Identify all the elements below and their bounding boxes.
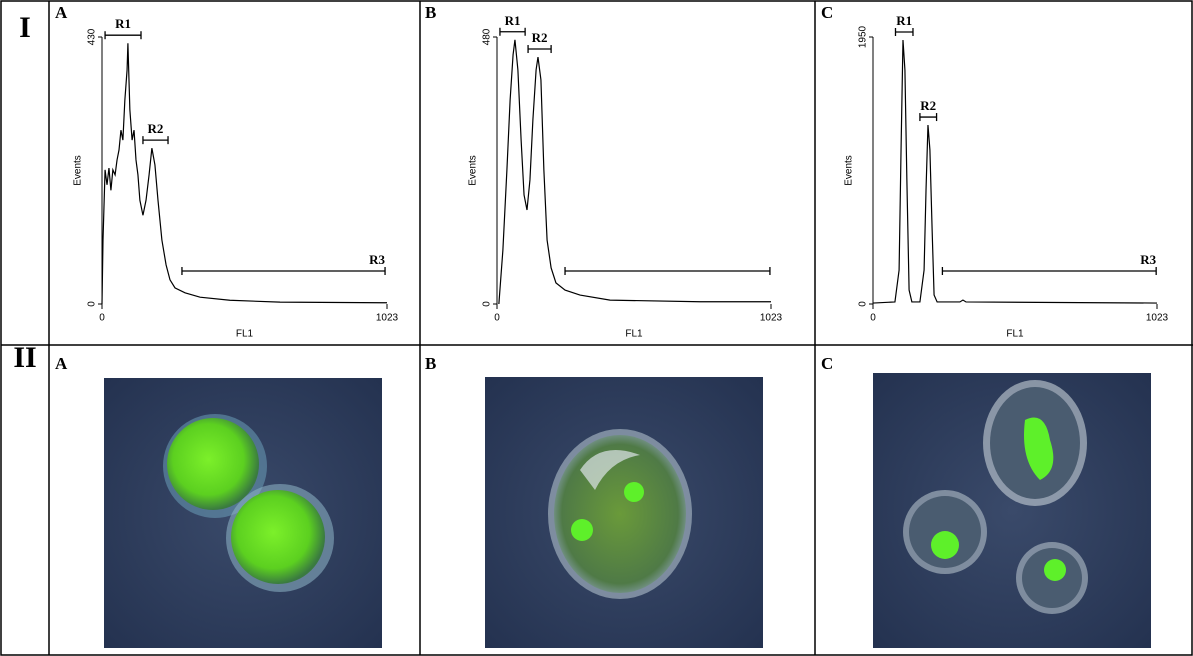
- gate: [104, 31, 142, 40]
- x-tick-label: 1023: [376, 313, 399, 324]
- y-tick-label: 480: [482, 28, 493, 45]
- y-tick-label: 0: [482, 301, 493, 307]
- y-tick-label: 1950: [858, 25, 869, 48]
- x-tick-label: 1023: [760, 313, 783, 324]
- gate-label: R2: [920, 98, 936, 113]
- micrograph: [485, 377, 763, 648]
- panel-label: B: [425, 354, 436, 373]
- x-axis-label: FL1: [236, 329, 254, 340]
- gate: [919, 113, 938, 122]
- y-tick-label: 0: [87, 301, 98, 307]
- gate: [564, 267, 771, 275]
- gate: [527, 45, 552, 54]
- y-tick-label: 430: [87, 28, 98, 45]
- gate: [894, 28, 914, 37]
- y-tick-label: 0: [858, 301, 869, 307]
- row-label: II: [13, 341, 36, 374]
- gate-label: R1: [115, 16, 131, 31]
- x-tick-label: 0: [870, 313, 876, 324]
- panel-label: C: [821, 354, 833, 373]
- x-tick-label: 0: [99, 313, 105, 324]
- x-axis-label: FL1: [1006, 329, 1024, 340]
- gate: [941, 267, 1157, 275]
- micrograph: [104, 378, 382, 648]
- panel-label: A: [55, 354, 68, 373]
- gate: [142, 136, 169, 145]
- gate-label: R3: [1140, 252, 1156, 267]
- y-axis-label: Events: [73, 155, 84, 186]
- x-tick-label: 0: [494, 313, 500, 324]
- histogram-line: [872, 39, 1158, 304]
- panel-label: A: [55, 3, 68, 22]
- micrograph: [873, 373, 1151, 648]
- panel-label: C: [821, 3, 833, 22]
- gate-label: R1: [896, 13, 912, 28]
- y-axis-label: Events: [844, 155, 855, 186]
- histogram-line: [498, 39, 771, 305]
- gate-label: R2: [532, 30, 548, 45]
- gate: [499, 27, 526, 36]
- x-tick-label: 1023: [1146, 313, 1169, 324]
- gate: [181, 267, 386, 275]
- gate-label: R3: [369, 252, 385, 267]
- row-label: I: [19, 11, 31, 44]
- histogram-line: [101, 43, 388, 305]
- panel-label: B: [425, 3, 436, 22]
- gate-label: R1: [505, 13, 521, 28]
- y-axis-label: Events: [468, 155, 479, 186]
- gate-label: R2: [148, 121, 164, 136]
- x-axis-label: FL1: [625, 329, 643, 340]
